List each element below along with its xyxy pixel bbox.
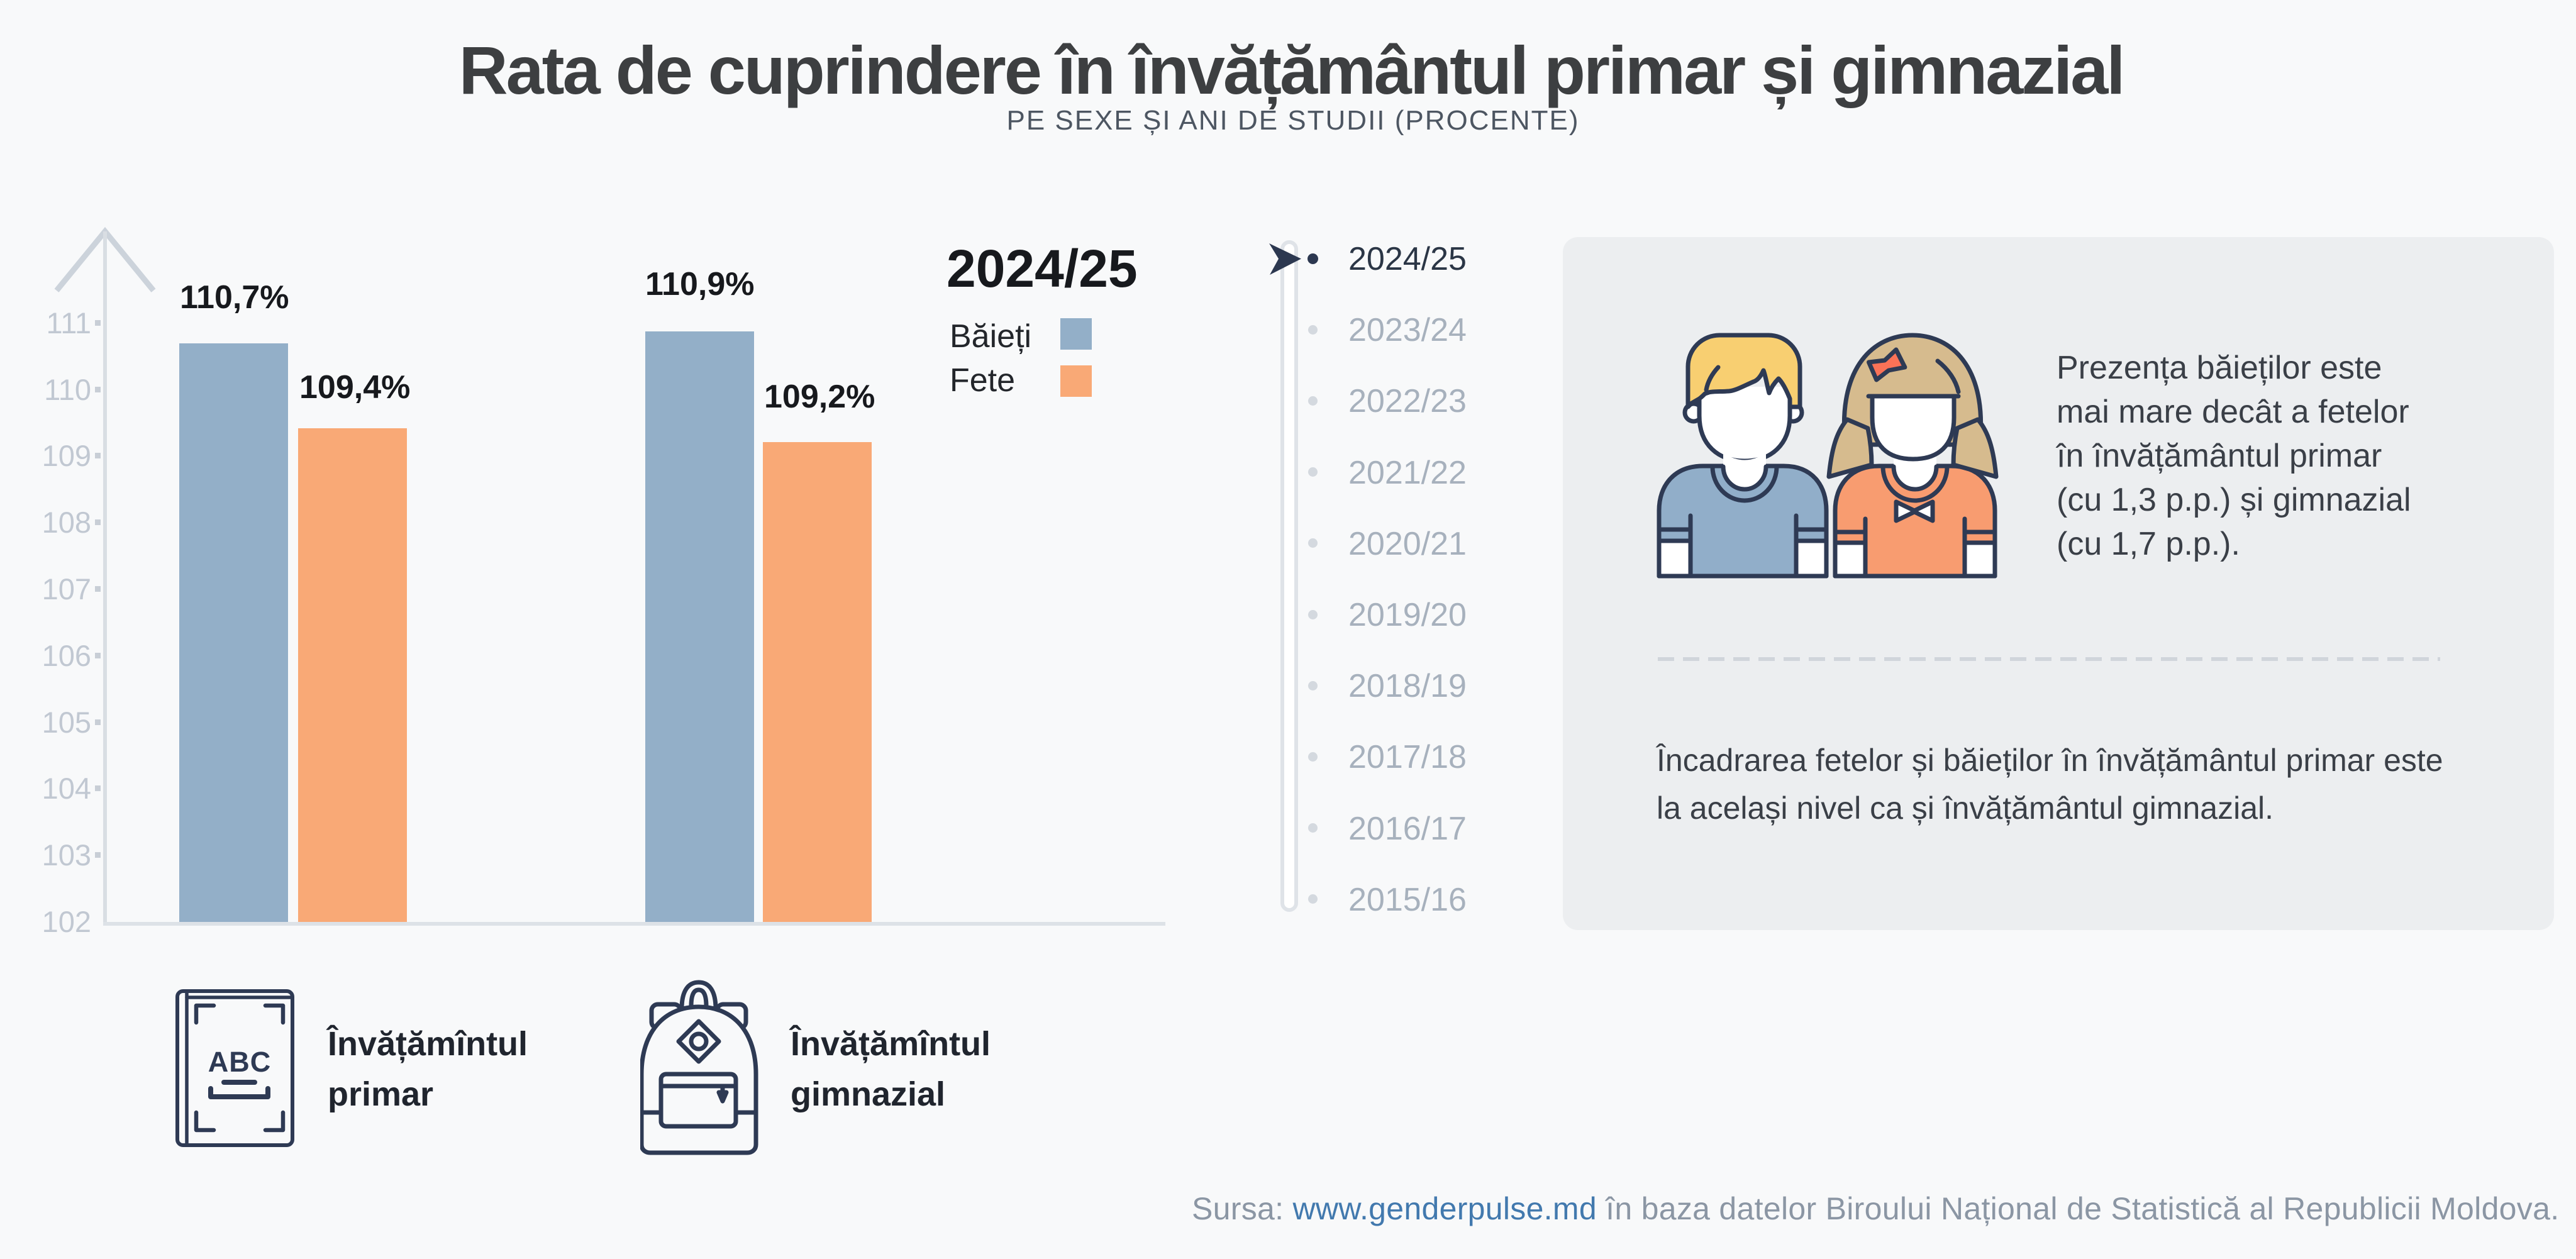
svg-text:ABC: ABC [208, 1046, 272, 1078]
